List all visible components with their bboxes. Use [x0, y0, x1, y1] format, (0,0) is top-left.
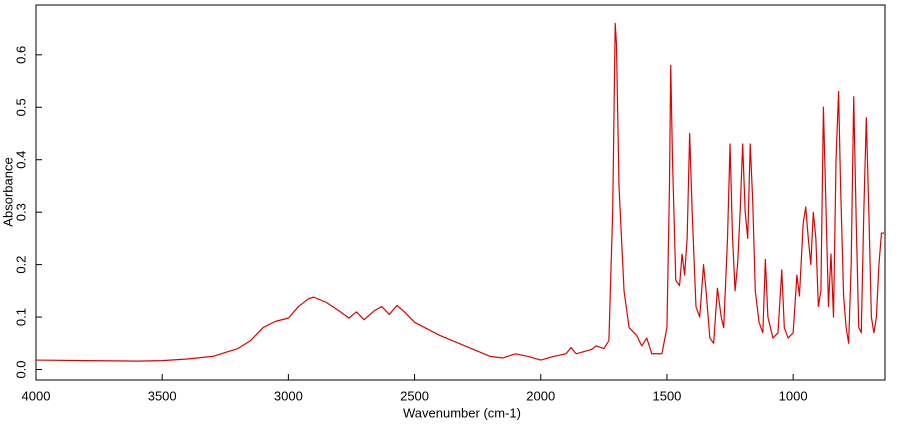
- y-tick-label: 0.0: [13, 360, 28, 378]
- y-tick-label: 0.3: [13, 203, 28, 221]
- x-tick-label: 2500: [400, 388, 429, 403]
- y-tick-label: 0.6: [13, 46, 28, 64]
- plot-frame: [35, 4, 886, 381]
- x-axis-label: Wavenumber (cm-1): [403, 405, 521, 420]
- y-axis-label: Absorbance: [0, 157, 15, 226]
- x-tick-label: 3500: [148, 388, 177, 403]
- x-tick-label: 1000: [779, 388, 808, 403]
- spectrum-line: [35, 22, 884, 362]
- x-tick-label: 3000: [274, 388, 303, 403]
- x-tick-label: 2000: [526, 388, 555, 403]
- y-tick-label: 0.1: [13, 308, 28, 326]
- x-tick-label: 1500: [652, 388, 681, 403]
- y-tick-label: 0.2: [13, 256, 28, 274]
- x-tick-label: 4000: [22, 388, 51, 403]
- y-tick-label: 0.4: [13, 151, 28, 169]
- y-tick-label: 0.5: [13, 98, 28, 116]
